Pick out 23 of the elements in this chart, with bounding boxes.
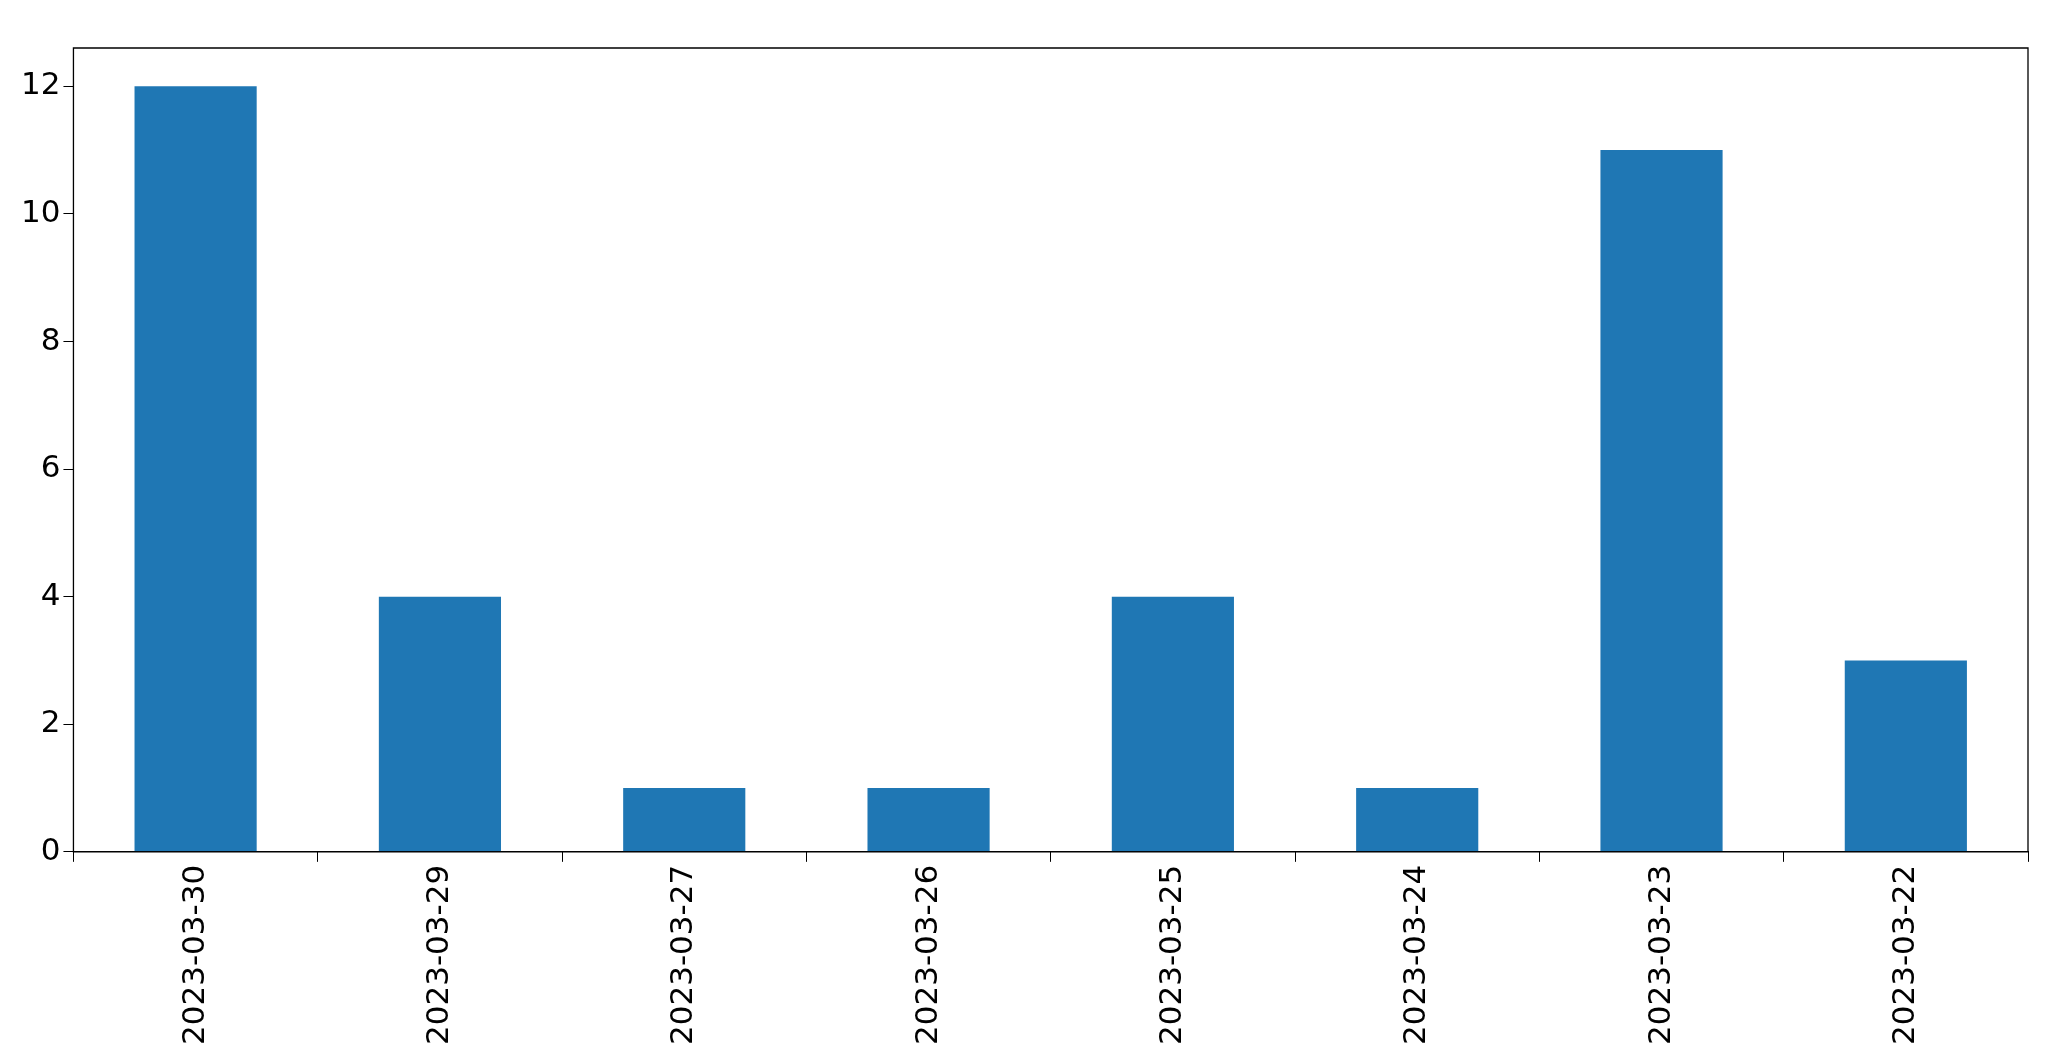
x-tick-label: 2023-03-30 <box>174 864 211 1046</box>
bar <box>623 788 746 852</box>
y-tick-label: 10 <box>20 192 61 229</box>
bar <box>1356 788 1479 852</box>
x-tick-label: 2023-03-23 <box>1640 864 1677 1046</box>
y-tick-label: 8 <box>40 320 61 357</box>
bar <box>1600 150 1723 852</box>
x-tick-label: 2023-03-26 <box>907 864 944 1046</box>
bar <box>134 86 257 852</box>
x-tick-label: 2023-03-29 <box>418 864 455 1046</box>
x-tick-label: 2023-03-22 <box>1884 864 1921 1046</box>
x-tick-label: 2023-03-25 <box>1151 864 1188 1046</box>
bar <box>1844 660 1967 852</box>
y-tick-label: 0 <box>40 830 61 867</box>
y-tick-label: 2 <box>40 703 61 740</box>
y-tick-label: 4 <box>40 575 61 612</box>
bar <box>378 596 502 852</box>
y-tick-label: 6 <box>40 448 61 485</box>
x-tick-label: 2023-03-24 <box>1396 864 1433 1046</box>
x-tick-label: 2023-03-27 <box>663 864 700 1046</box>
bar <box>1111 596 1234 852</box>
bar <box>867 788 990 852</box>
y-tick-label: 12 <box>20 65 61 102</box>
